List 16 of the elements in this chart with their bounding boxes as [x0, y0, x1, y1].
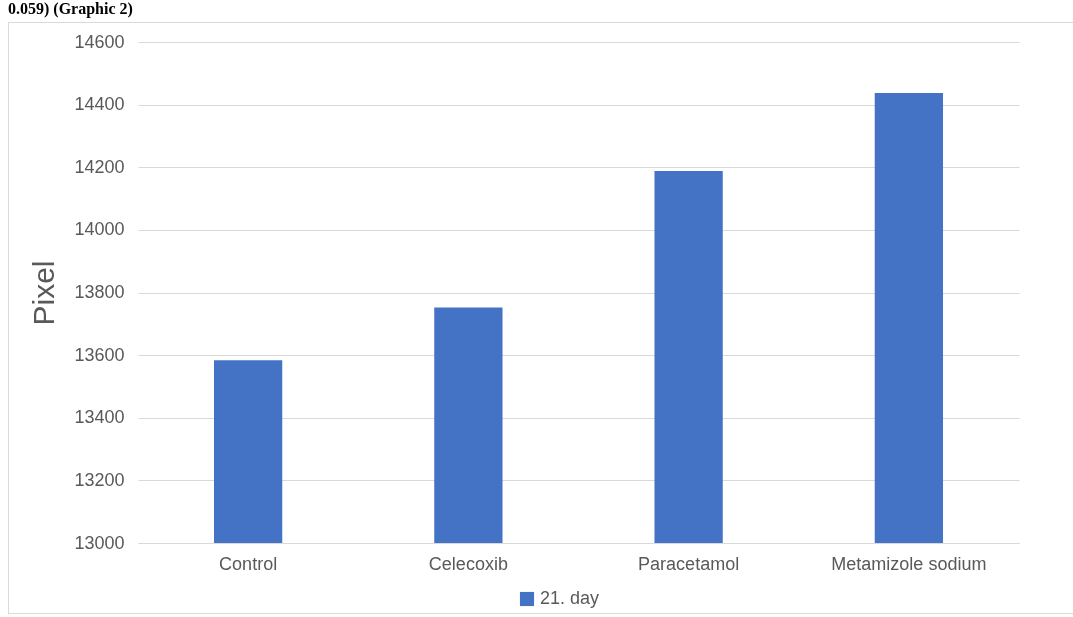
y-tick-label: 13000	[74, 532, 125, 553]
legend-label: 21. day	[540, 588, 600, 608]
y-tick-label: 13800	[74, 282, 125, 302]
x-tick-label: Celecoxib	[428, 553, 508, 574]
y-tick-label: 14400	[74, 94, 125, 115]
text: 0.059) (Graphic 2)	[8, 0, 133, 18]
x-tick-label: Metamizole sodium	[831, 553, 987, 574]
y-tick-label: 13200	[74, 469, 125, 490]
y-tick-label: 13600	[74, 344, 125, 365]
y-tick-label: 14000	[74, 219, 125, 240]
x-tick-label: Paracetamol	[638, 553, 740, 574]
y-tick-label: 13400	[74, 407, 125, 428]
y-tick-label: 14600	[74, 31, 125, 52]
y-axis-title: Pixel	[27, 260, 61, 326]
x-tick-label: Control	[219, 553, 278, 574]
y-tick-label: 14200	[74, 156, 125, 177]
